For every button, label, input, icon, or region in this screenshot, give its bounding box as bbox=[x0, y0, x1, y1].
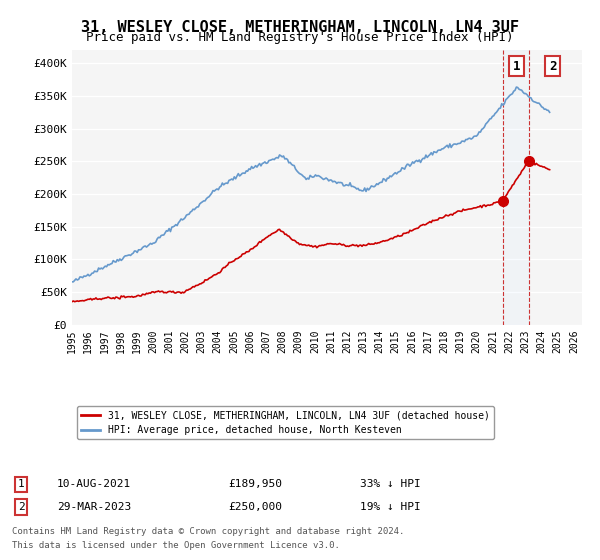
Text: 29-MAR-2023: 29-MAR-2023 bbox=[57, 502, 131, 512]
Text: 10-AUG-2021: 10-AUG-2021 bbox=[57, 479, 131, 489]
Text: 1: 1 bbox=[17, 479, 25, 489]
Bar bbox=[503, 50, 529, 325]
Text: Price paid vs. HM Land Registry's House Price Index (HPI): Price paid vs. HM Land Registry's House … bbox=[86, 31, 514, 44]
Legend: 31, WESLEY CLOSE, METHERINGHAM, LINCOLN, LN4 3UF (detached house), HPI: Average : 31, WESLEY CLOSE, METHERINGHAM, LINCOLN,… bbox=[77, 407, 494, 439]
Text: 19% ↓ HPI: 19% ↓ HPI bbox=[360, 502, 421, 512]
Text: Contains HM Land Registry data © Crown copyright and database right 2024.: Contains HM Land Registry data © Crown c… bbox=[12, 528, 404, 536]
Text: 2: 2 bbox=[549, 59, 556, 73]
Text: 1: 1 bbox=[513, 59, 521, 73]
Text: 31, WESLEY CLOSE, METHERINGHAM, LINCOLN, LN4 3UF: 31, WESLEY CLOSE, METHERINGHAM, LINCOLN,… bbox=[81, 20, 519, 35]
Text: 2: 2 bbox=[17, 502, 25, 512]
Text: 33% ↓ HPI: 33% ↓ HPI bbox=[360, 479, 421, 489]
Text: £250,000: £250,000 bbox=[228, 502, 282, 512]
Text: £189,950: £189,950 bbox=[228, 479, 282, 489]
Text: This data is licensed under the Open Government Licence v3.0.: This data is licensed under the Open Gov… bbox=[12, 541, 340, 550]
